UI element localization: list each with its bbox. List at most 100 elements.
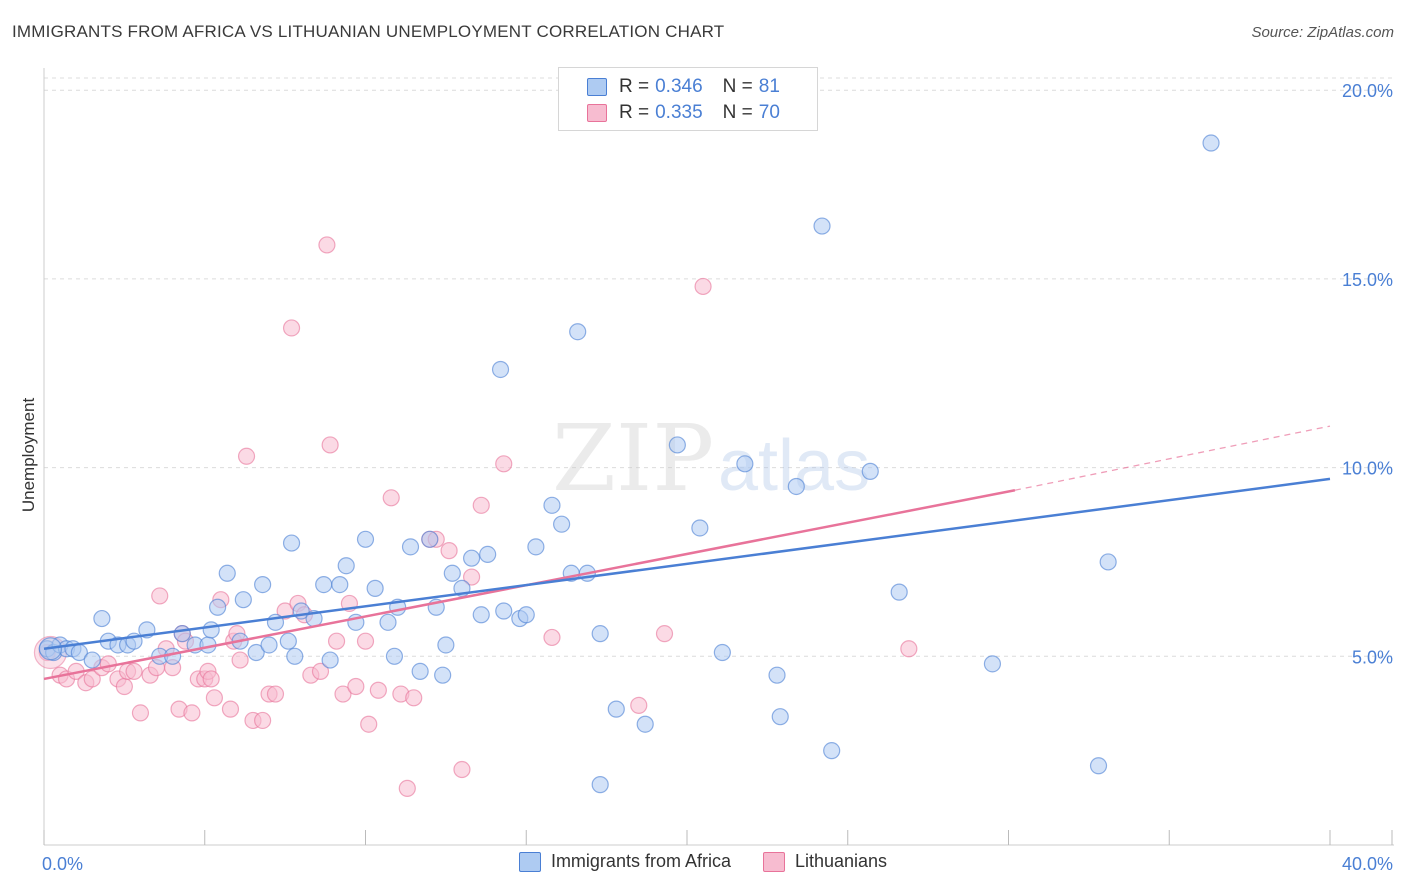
data-point-africa [823,742,841,760]
data-point-africa [401,538,420,556]
data-point-africa [668,436,686,454]
data-point-africa [691,519,709,537]
y-axis-label: Unemployment [19,398,38,513]
legend-r-label: R = [619,76,650,97]
data-point-africa [591,776,609,794]
data-point-africa [771,708,789,726]
legend-row-lithuanians: R = 0.335 N = 70 [587,101,780,125]
y-tick-label: 10.0% [1342,459,1393,479]
data-point-africa [1089,757,1108,775]
data-point-africa [472,606,490,624]
data-point-lithuanians [83,670,101,688]
data-point-africa [234,591,252,609]
data-point-africa [279,632,297,650]
data-point-lithuanians [254,711,272,730]
data-point-africa [437,636,455,654]
data-point-africa [411,662,429,680]
data-point-africa [1099,553,1117,571]
y-tick-label: 20.0% [1342,81,1393,101]
data-point-lithuanians [311,662,330,680]
data-point-africa [636,715,654,733]
legend-n-label: N = [722,76,753,97]
data-point-lithuanians [266,685,285,703]
data-point-africa [209,598,227,616]
watermark-zip: ZIP [552,405,714,512]
y-tick-label: 15.0% [1342,270,1393,290]
data-point-lithuanians [125,662,143,680]
data-point-lithuanians [327,632,346,650]
legend-r-value: 0.346 [655,76,703,97]
data-point-africa [517,606,535,624]
data-point-africa [247,643,265,662]
data-point-africa [356,530,375,548]
source-label: Source: ZipAtlas.com [1251,24,1394,41]
data-point-africa [787,477,805,496]
data-point-africa [254,575,272,594]
legend-swatch-africa [518,851,541,872]
data-point-lithuanians [900,640,918,658]
data-point-africa [366,579,384,597]
legend-swatch-africa [587,78,607,96]
data-point-lithuanians [231,651,249,669]
tick-labels: 5.0% 10.0% 15.0% 20.0% 0.0% 40.0% [42,81,1393,874]
data-point-africa [379,613,397,631]
data-point-lithuanians [495,455,513,473]
data-point-africa [286,647,304,665]
data-point-africa [462,549,481,567]
data-point-africa [607,700,625,718]
data-point-africa [93,609,111,628]
chart-title: IMMIGRANTS FROM AFRICA VS LITHUANIAN UNE… [12,22,725,41]
data-point-lithuanians [347,677,365,696]
data-point-africa [1202,134,1220,152]
data-point-lithuanians [115,677,133,696]
data-point-lithuanians [99,655,117,673]
data-point-lithuanians [205,689,223,707]
data-point-africa [479,545,497,563]
trend-line-africa [43,477,1331,650]
legend-swatch-lithuanians [587,104,607,122]
y-tick-label: 5.0% [1352,647,1393,667]
data-point-lithuanians [321,436,339,454]
data-point-africa [434,666,452,684]
data-point-lithuanians [543,628,561,647]
data-point-lithuanians [694,277,712,296]
data-point-lithuanians [202,670,220,688]
data-point-lithuanians [131,704,150,722]
data-point-africa [421,530,439,548]
legend-item-lithuanians[interactable]: Lithuanians [762,851,887,872]
data-point-lithuanians [398,779,416,797]
data-point-lithuanians [356,632,375,650]
data-point-lithuanians [237,447,256,465]
stats-legend: R = 0.346 N = 81 R = 0.335 N = 70 [558,67,818,131]
axes [43,68,1394,846]
data-point-africa [491,360,510,379]
legend-swatch-lithuanians [762,851,785,872]
legend-r-label: R = [619,102,650,123]
data-point-lithuanians [183,704,201,722]
legend-r-value: 0.335 [655,102,703,123]
data-point-africa [768,666,786,684]
data-point-lithuanians [369,681,387,699]
data-point-africa [282,534,301,552]
legend-label-africa: Immigrants from Africa [550,851,731,871]
data-point-africa [861,462,879,480]
series-africa-points [38,134,1220,794]
x-tick-label: 0.0% [42,854,83,874]
data-point-africa [218,564,236,582]
legend-n-value: 81 [758,76,780,97]
legend-n-label: N = [722,102,753,123]
data-point-lithuanians [382,489,400,507]
series-legend: Immigrants from Africa Lithuanians [0,851,1406,872]
data-point-africa [569,323,587,341]
data-point-lithuanians [453,760,471,779]
data-point-lithuanians [440,542,458,560]
data-point-lithuanians [318,236,336,254]
data-point-lithuanians [655,625,674,643]
data-point-africa [202,621,220,639]
data-point-lithuanians [405,689,423,707]
x-tick-label: 40.0% [1342,854,1393,874]
data-point-lithuanians [472,496,490,514]
data-point-africa [331,575,349,594]
legend-item-africa[interactable]: Immigrants from Africa [518,851,731,872]
